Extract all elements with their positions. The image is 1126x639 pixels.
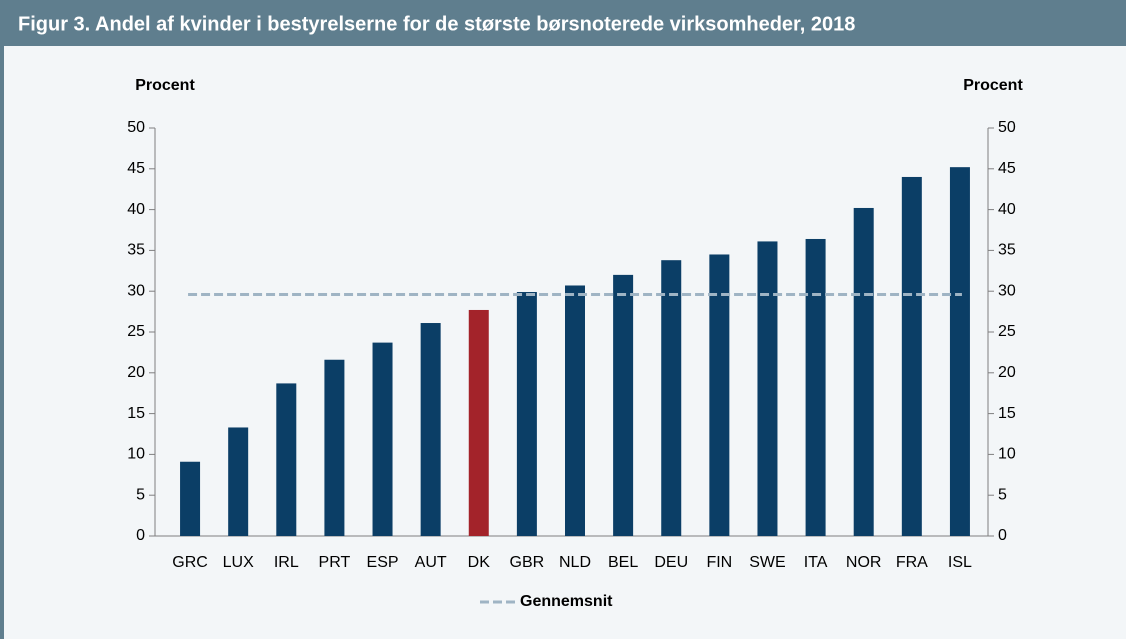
x-tick-label: DEU (654, 554, 688, 571)
x-tick-label: BEL (608, 554, 638, 571)
x-tick-label: DK (468, 554, 491, 571)
y-tick-label: 10 (127, 446, 145, 463)
left-border (0, 0, 4, 639)
bar (709, 254, 730, 537)
bar (516, 292, 537, 536)
bar (180, 461, 201, 536)
y2-tick-label: 40 (998, 201, 1016, 218)
bar (661, 260, 682, 536)
y2-tick-label: 25 (998, 323, 1016, 340)
y-tick-label: 15 (127, 405, 145, 422)
chart-title: Figur 3. Andel af kvinder i bestyrelsern… (18, 13, 855, 35)
y-tick-label: 25 (127, 323, 145, 340)
bar (420, 323, 441, 536)
x-tick-label: ITA (804, 554, 828, 571)
x-tick-label: GRC (172, 554, 208, 571)
y-tick-label: 40 (127, 201, 145, 218)
y2-tick-label: 50 (998, 119, 1016, 136)
bar (324, 359, 345, 536)
bar (468, 309, 489, 536)
bar (757, 241, 778, 536)
y-tick-label: 50 (127, 119, 145, 136)
y2-tick-label: 20 (998, 364, 1016, 381)
x-tick-label: GBR (510, 554, 545, 571)
bar (949, 167, 970, 536)
x-tick-label: IRL (274, 554, 299, 571)
y2-tick-label: 10 (998, 446, 1016, 463)
bar (901, 176, 922, 536)
x-tick-label: NLD (559, 554, 591, 571)
y2-tick-label: 35 (998, 242, 1016, 259)
x-tick-label: FRA (896, 554, 928, 571)
bar (613, 274, 634, 536)
y2-tick-label: 5 (998, 486, 1007, 503)
y-tick-label: 0 (136, 527, 145, 544)
bar (565, 285, 585, 536)
y-tick-label: 5 (136, 486, 145, 503)
bar (228, 427, 249, 536)
x-tick-label: ISL (948, 554, 972, 571)
y-axis-label: Procent (135, 77, 195, 94)
x-tick-label: LUX (223, 554, 254, 571)
bar (853, 207, 874, 536)
y2-tick-label: 30 (998, 282, 1016, 299)
bar (372, 342, 393, 536)
x-tick-label: SWE (749, 554, 785, 571)
bar (805, 238, 826, 536)
y2-tick-label: 45 (998, 160, 1016, 177)
y2-tick-label: 15 (998, 405, 1016, 422)
y-tick-label: 20 (127, 364, 145, 381)
x-tick-label: PRT (319, 554, 351, 571)
y2-axis-label: Procent (963, 77, 1023, 94)
x-tick-label: NOR (846, 554, 882, 571)
x-tick-label: FIN (706, 554, 732, 571)
y2-tick-label: 0 (998, 527, 1007, 544)
bar (276, 383, 297, 536)
title-bar (0, 0, 1126, 46)
y-tick-label: 45 (127, 160, 145, 177)
x-tick-label: ESP (367, 554, 399, 571)
x-tick-label: AUT (415, 554, 447, 571)
y-tick-label: 30 (127, 282, 145, 299)
legend-label: Gennemsnit (520, 593, 613, 610)
y-tick-label: 35 (127, 242, 145, 259)
